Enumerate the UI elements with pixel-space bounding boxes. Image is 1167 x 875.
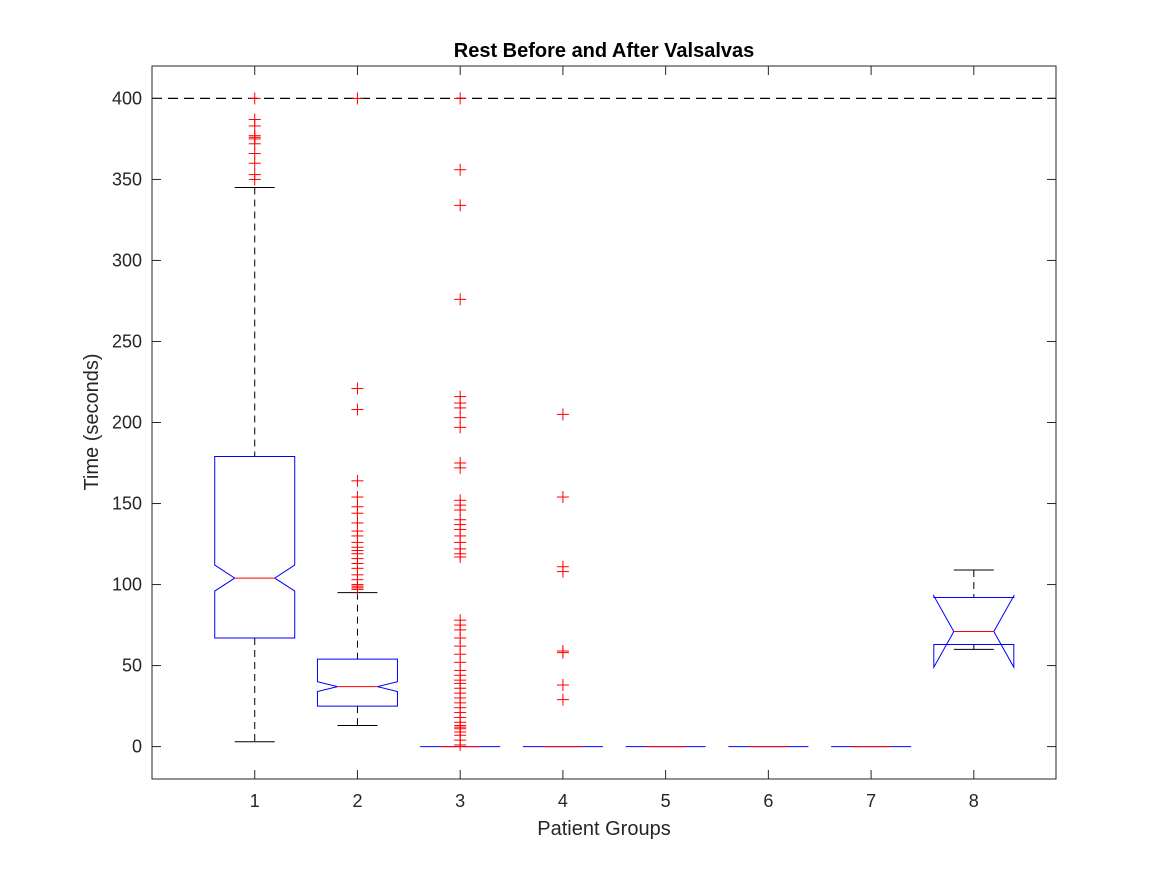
x-tick-label: 1 <box>250 791 260 811</box>
outlier-point <box>454 163 467 176</box>
outlier-point <box>248 92 261 105</box>
outlier-point <box>454 457 467 470</box>
outlier-point <box>454 494 467 507</box>
chart-title: Rest Before and After Valsalvas <box>454 40 755 62</box>
x-tick-label: 3 <box>455 791 465 811</box>
box-group-2 <box>316 658 398 707</box>
outlier-point <box>248 113 261 126</box>
y-tick-label: 250 <box>112 331 142 351</box>
x-tick-label: 4 <box>558 791 568 811</box>
x-tick-label: 5 <box>661 791 671 811</box>
x-tick-label: 6 <box>763 791 773 811</box>
outlier-point <box>351 403 364 416</box>
axes-frame <box>151 65 1057 780</box>
outlier-point <box>556 560 569 573</box>
outlier-point <box>454 390 467 403</box>
outlier-point <box>351 491 364 504</box>
outlier-point <box>351 382 364 395</box>
plot-area <box>152 92 1056 751</box>
x-tick-label: 2 <box>352 791 362 811</box>
y-tick-label: 0 <box>132 737 142 757</box>
outlier-point <box>454 614 467 627</box>
y-tick-label: 100 <box>112 575 142 595</box>
outlier-point <box>454 199 467 212</box>
y-axis-label: Time (seconds) <box>81 353 103 490</box>
outlier-point <box>454 293 467 306</box>
box-group-8 <box>933 593 1015 670</box>
y-tick-label: 300 <box>112 250 142 270</box>
outlier-point <box>351 92 364 105</box>
outlier-point <box>351 474 364 487</box>
outlier-point <box>556 679 569 692</box>
x-axis-label: Patient Groups <box>537 818 670 840</box>
outlier-point <box>556 408 569 421</box>
y-tick-label: 350 <box>112 169 142 189</box>
x-tick-label: 7 <box>866 791 876 811</box>
y-tick-label: 200 <box>112 413 142 433</box>
outlier-point <box>556 644 569 657</box>
y-tick-label: 150 <box>112 494 142 514</box>
outlier-point <box>556 491 569 504</box>
outlier-point <box>454 92 467 105</box>
x-tick-label: 8 <box>969 791 979 811</box>
axes: 0 50 100 150 200 250 300 350 400 1 2 3 4 5 6 7 8 <box>112 65 1057 811</box>
outlier-point <box>248 168 261 181</box>
y-tick-label: 400 <box>112 88 142 108</box>
outlier-point <box>556 693 569 706</box>
y-tick-label: 50 <box>122 656 142 676</box>
box-group-1 <box>214 456 296 639</box>
